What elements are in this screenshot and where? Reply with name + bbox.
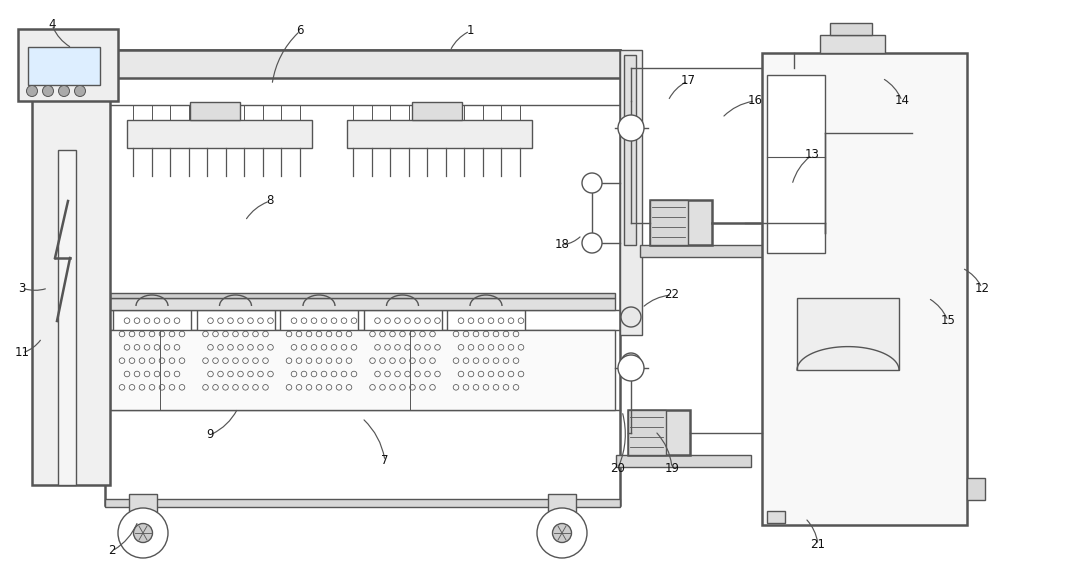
Text: 1: 1 — [466, 25, 474, 37]
Bar — [967, 478, 985, 500]
Circle shape — [582, 173, 602, 193]
Text: 11: 11 — [14, 347, 29, 359]
Circle shape — [622, 307, 641, 327]
Circle shape — [118, 508, 168, 558]
Bar — [548, 494, 576, 512]
Bar — [762, 53, 967, 525]
Bar — [767, 511, 786, 523]
Text: 22: 22 — [665, 288, 680, 301]
Circle shape — [618, 355, 644, 381]
Circle shape — [537, 508, 587, 558]
Bar — [820, 35, 885, 53]
Bar — [113, 310, 191, 398]
Circle shape — [552, 524, 572, 543]
Text: 9: 9 — [206, 429, 214, 442]
Bar — [364, 310, 441, 398]
Circle shape — [27, 85, 38, 96]
Circle shape — [74, 85, 85, 96]
Bar — [190, 102, 240, 120]
Bar — [640, 245, 775, 257]
Text: 8: 8 — [267, 194, 274, 207]
Bar — [797, 298, 899, 370]
Bar — [110, 298, 615, 310]
Text: 6: 6 — [297, 25, 304, 37]
Circle shape — [618, 115, 644, 141]
Text: 13: 13 — [805, 148, 819, 162]
Circle shape — [42, 85, 54, 96]
Text: 20: 20 — [611, 461, 626, 474]
Bar — [620, 50, 642, 335]
Text: 14: 14 — [894, 95, 910, 108]
Bar — [105, 50, 620, 78]
Bar — [616, 455, 751, 467]
Bar — [196, 310, 274, 398]
Bar — [830, 23, 872, 35]
Bar — [279, 310, 358, 398]
Bar — [110, 330, 615, 410]
Text: 12: 12 — [974, 281, 989, 295]
Bar — [58, 150, 76, 485]
Bar — [628, 410, 666, 455]
Bar — [18, 29, 118, 101]
Circle shape — [622, 353, 641, 373]
Bar — [110, 293, 615, 298]
Text: 17: 17 — [681, 74, 696, 88]
Text: 4: 4 — [49, 18, 56, 32]
Bar — [127, 120, 312, 148]
Bar — [767, 75, 825, 253]
Circle shape — [582, 233, 602, 253]
Bar — [105, 50, 620, 505]
Bar — [447, 310, 525, 398]
Text: 3: 3 — [18, 281, 26, 295]
Bar — [32, 48, 110, 485]
Bar — [624, 55, 636, 245]
Bar — [28, 47, 100, 85]
Bar — [347, 120, 532, 148]
Circle shape — [134, 524, 152, 543]
Text: 21: 21 — [810, 539, 825, 551]
Bar — [650, 200, 688, 245]
Text: 19: 19 — [665, 461, 680, 474]
Bar — [105, 499, 620, 507]
Bar — [412, 102, 462, 120]
Text: 18: 18 — [555, 238, 570, 252]
Text: 16: 16 — [748, 95, 763, 108]
Bar — [628, 410, 689, 455]
Circle shape — [58, 85, 69, 96]
Bar — [129, 494, 158, 512]
Bar — [650, 200, 712, 245]
Text: 15: 15 — [941, 315, 955, 328]
Text: 2: 2 — [108, 544, 115, 558]
Text: 7: 7 — [381, 454, 388, 468]
